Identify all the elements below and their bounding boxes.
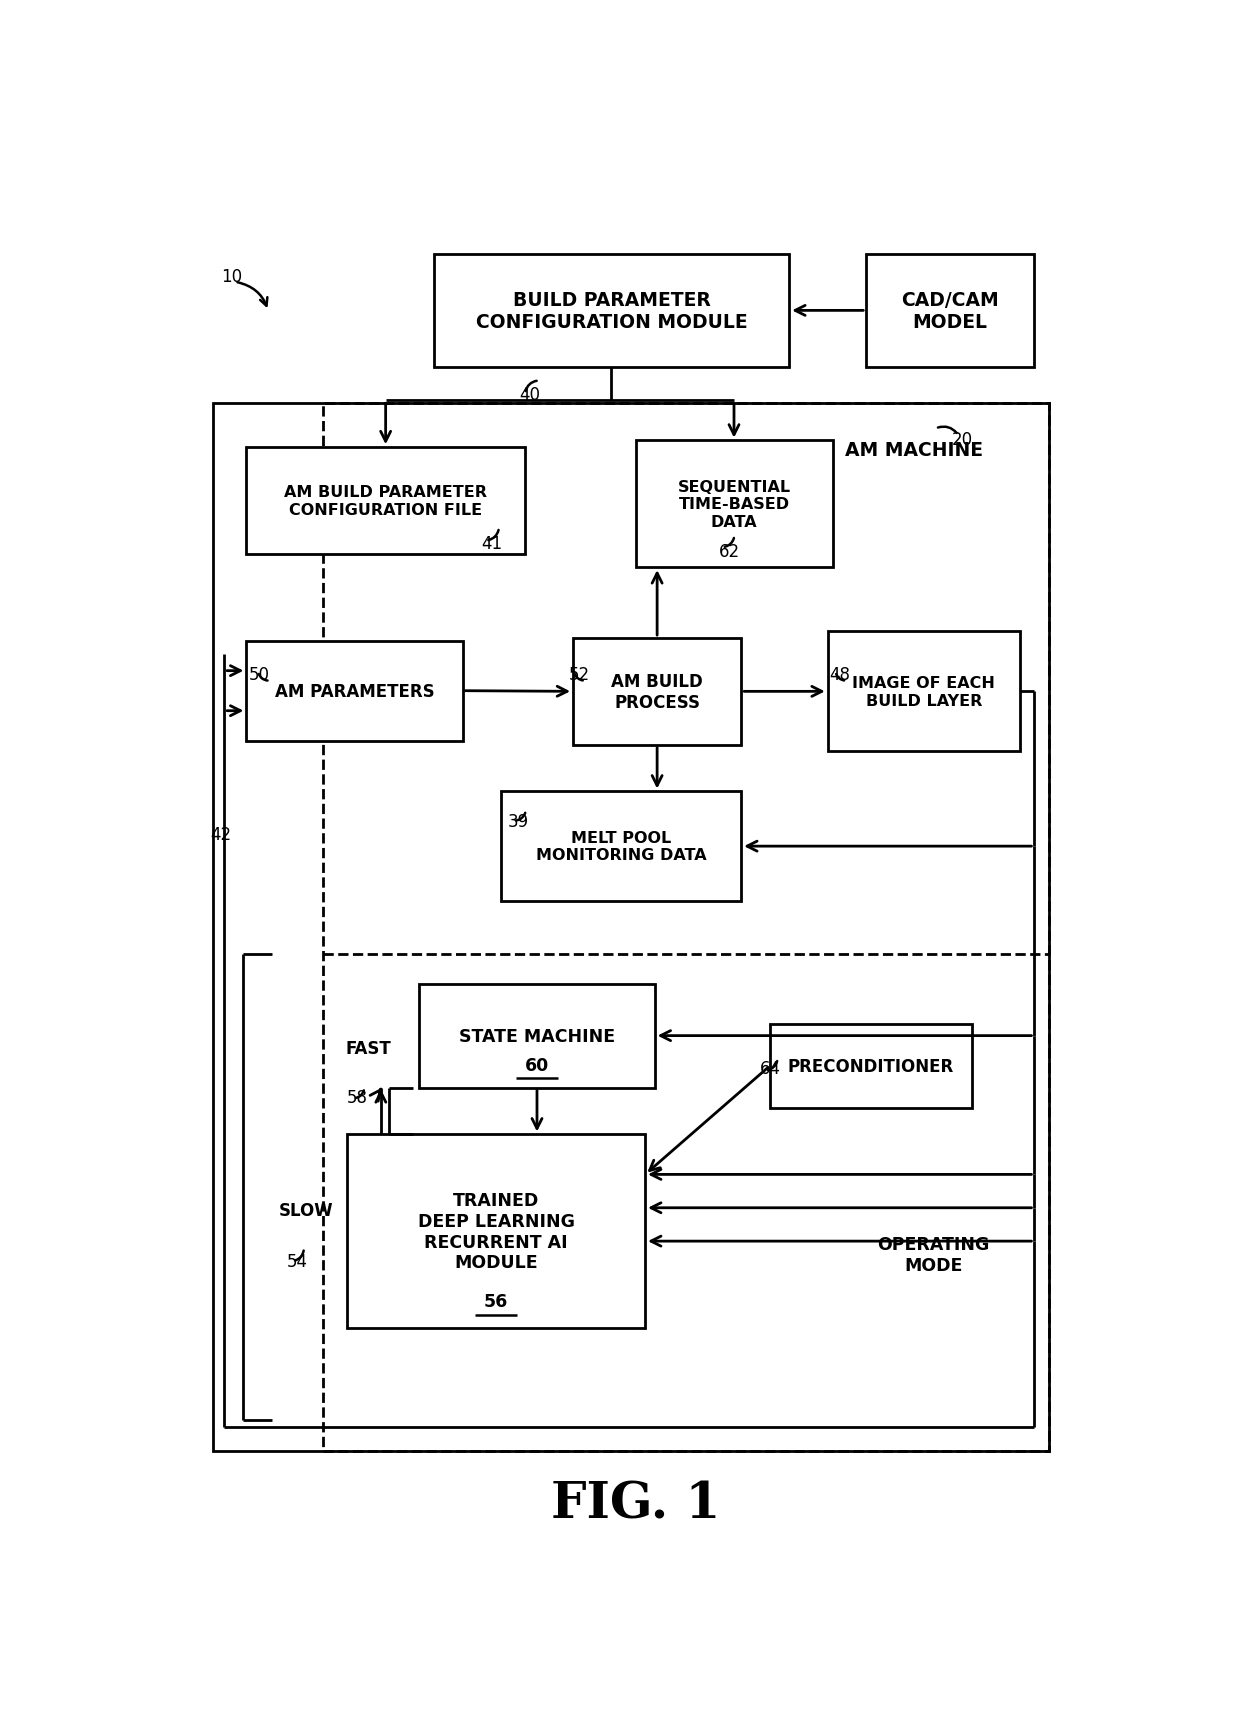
Text: 62: 62 [719, 542, 740, 561]
Text: AM BUILD
PROCESS: AM BUILD PROCESS [611, 672, 703, 712]
Bar [247, 449, 525, 554]
Bar [573, 639, 742, 745]
Text: 60: 60 [525, 1057, 549, 1074]
Text: TRAINED
DEEP LEARNING
RECURRENT AI
MODULE: TRAINED DEEP LEARNING RECURRENT AI MODUL… [418, 1192, 574, 1271]
Text: 20: 20 [951, 431, 973, 449]
Bar [324, 404, 1049, 1451]
Bar [419, 984, 655, 1088]
Text: 48: 48 [830, 665, 851, 684]
Bar [434, 255, 789, 367]
Text: 50: 50 [248, 665, 269, 684]
Text: FIG. 1: FIG. 1 [551, 1479, 720, 1529]
Text: BUILD PARAMETER
CONFIGURATION MODULE: BUILD PARAMETER CONFIGURATION MODULE [476, 291, 748, 333]
Bar [247, 641, 463, 741]
Text: 56: 56 [484, 1292, 508, 1311]
Text: SLOW: SLOW [279, 1202, 334, 1219]
Bar [347, 1134, 645, 1328]
Text: IMAGE OF EACH
BUILD LAYER: IMAGE OF EACH BUILD LAYER [852, 675, 996, 708]
Text: 42: 42 [210, 826, 231, 843]
Bar [828, 632, 1019, 752]
Text: 54: 54 [286, 1252, 308, 1270]
Text: 41: 41 [481, 535, 502, 553]
Text: 40: 40 [520, 386, 541, 404]
Bar [866, 255, 1034, 367]
Text: 39: 39 [507, 812, 528, 830]
Text: CAD/CAM
MODEL: CAD/CAM MODEL [901, 291, 999, 333]
Text: AM PARAMETERS: AM PARAMETERS [274, 682, 434, 700]
Text: 52: 52 [569, 665, 590, 684]
Text: MELT POOL
MONITORING DATA: MELT POOL MONITORING DATA [536, 830, 707, 863]
Text: AM MACHINE: AM MACHINE [846, 442, 983, 461]
Text: 64: 64 [760, 1058, 780, 1077]
Text: PRECONDITIONER: PRECONDITIONER [787, 1057, 954, 1076]
Text: OPERATING
MODE: OPERATING MODE [877, 1235, 990, 1275]
Text: 10: 10 [221, 268, 243, 286]
Bar [635, 442, 832, 568]
Text: STATE MACHINE: STATE MACHINE [459, 1027, 615, 1044]
Bar [213, 404, 1049, 1451]
Bar [501, 792, 742, 901]
Text: FAST: FAST [346, 1039, 391, 1057]
Text: SEQUENTIAL
TIME-BASED
DATA: SEQUENTIAL TIME-BASED DATA [677, 480, 791, 530]
Text: AM BUILD PARAMETER
CONFIGURATION FILE: AM BUILD PARAMETER CONFIGURATION FILE [284, 485, 487, 518]
Text: 58: 58 [346, 1088, 367, 1107]
Bar [770, 1024, 972, 1108]
